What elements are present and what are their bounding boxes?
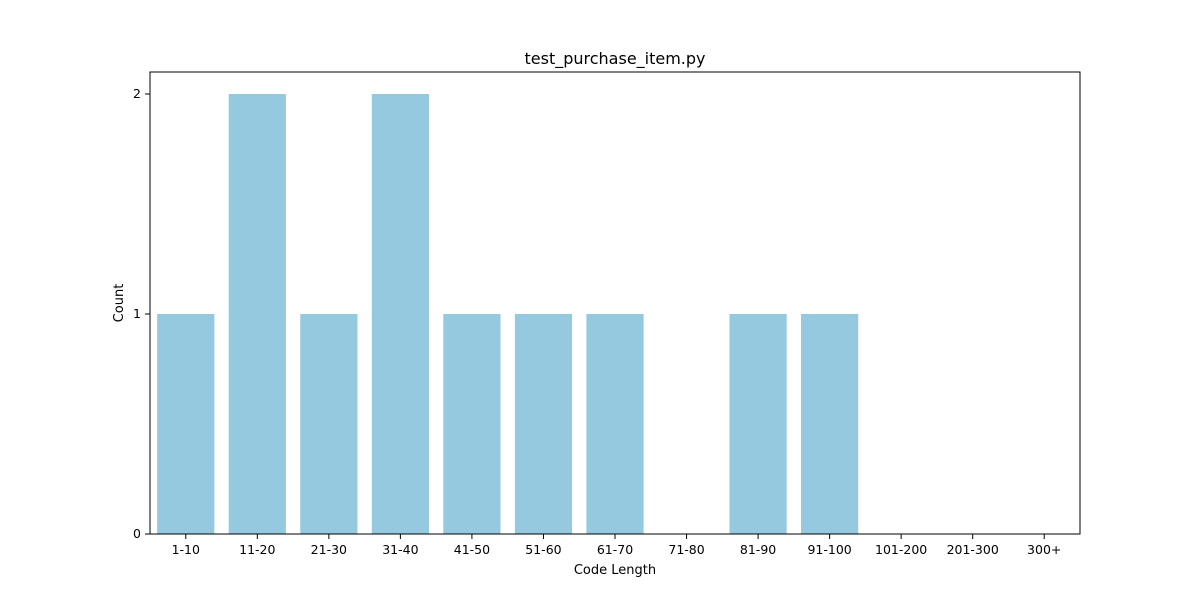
bar-41-50 (443, 314, 501, 534)
y-tick-label: 2 (133, 86, 141, 101)
x-tick-label: 1-10 (172, 542, 200, 557)
bar-91-100 (801, 314, 859, 534)
bar-31-40 (371, 94, 429, 534)
x-tick-label: 91-100 (807, 542, 851, 557)
y-axis-label: Count (112, 284, 127, 323)
x-tick-label: 71-80 (668, 542, 704, 557)
x-tick-label: 21-30 (311, 542, 347, 557)
x-tick-label: 81-90 (740, 542, 776, 557)
bar-1-10 (157, 314, 215, 534)
x-axis-label: Code Length (574, 563, 656, 578)
x-axis-ticks: 1-10 11-20 21-30 31-40 41-50 51-60 61-70 71-80 8… (172, 534, 1061, 557)
y-axis-ticks: 0 1 2 (133, 86, 150, 541)
x-tick-label: 201-300 (947, 542, 999, 557)
x-tick-label: 51-60 (525, 542, 561, 557)
bar-81-90 (729, 314, 787, 534)
bar-51-60 (514, 314, 573, 534)
x-tick-label: 41-50 (454, 542, 490, 557)
x-tick-label: 11-20 (239, 542, 275, 557)
y-tick-label: 1 (133, 306, 141, 321)
bars-group (157, 94, 859, 534)
bar-21-30 (300, 314, 358, 534)
x-tick-label: 101-200 (875, 542, 927, 557)
y-tick-label: 0 (133, 526, 141, 541)
x-tick-label: 300+ (1027, 542, 1061, 557)
x-tick-label: 61-70 (597, 542, 633, 557)
chart-title: test_purchase_item.py (524, 49, 705, 69)
bar-61-70 (586, 314, 644, 534)
x-tick-label: 31-40 (382, 542, 418, 557)
bar-11-20 (228, 94, 286, 534)
